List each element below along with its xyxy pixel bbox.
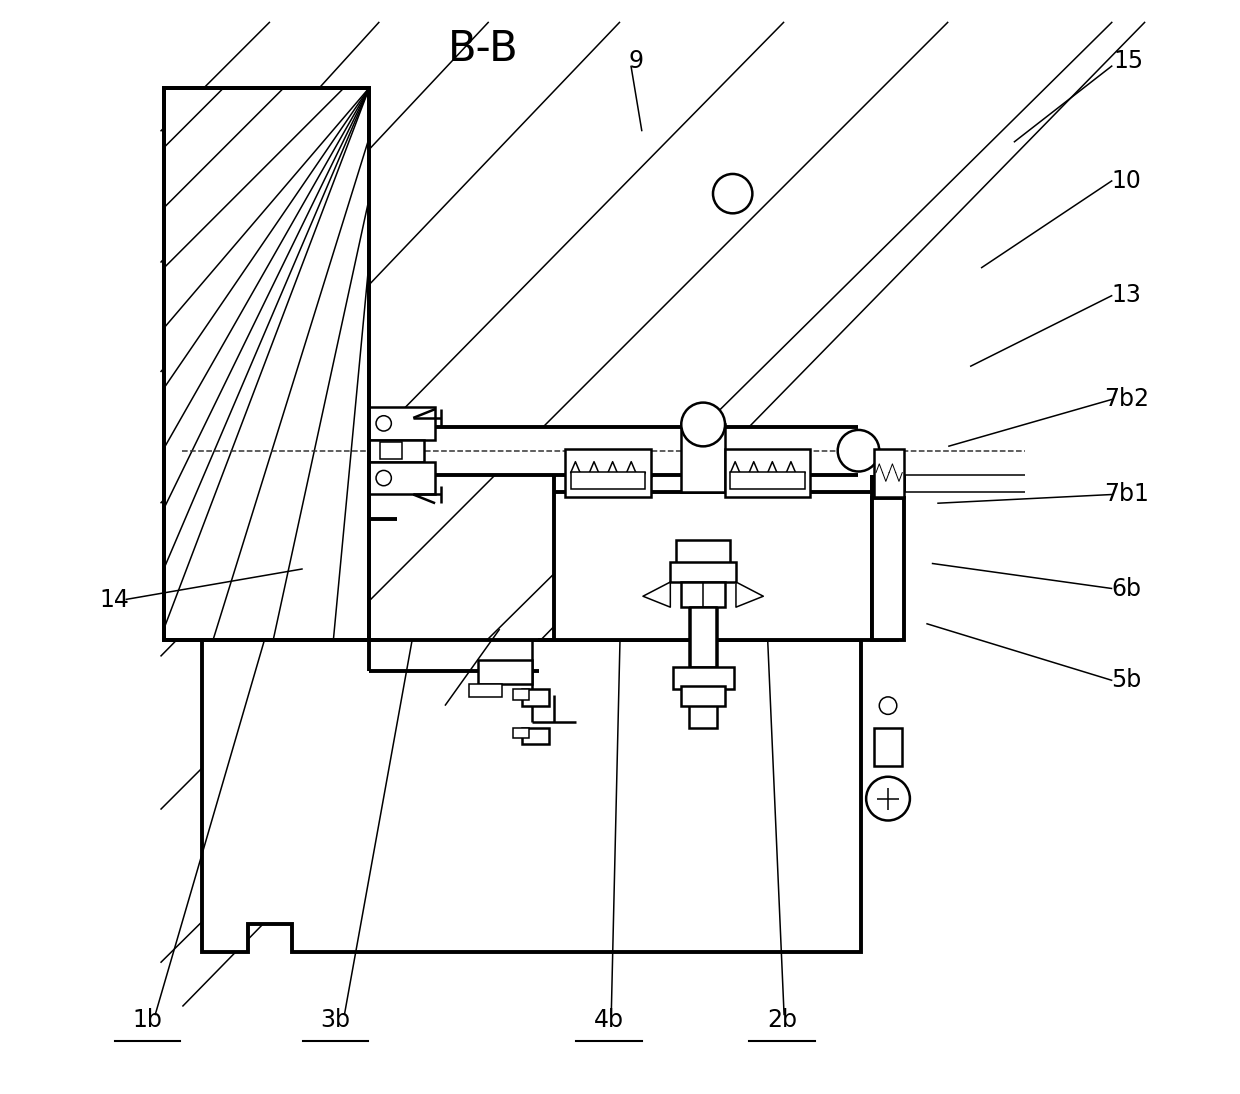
Bar xyxy=(554,492,872,640)
Circle shape xyxy=(376,470,392,486)
Bar xyxy=(370,427,858,475)
Circle shape xyxy=(376,416,392,431)
Bar xyxy=(370,462,435,494)
Bar xyxy=(689,607,717,667)
Text: 7b2: 7b2 xyxy=(1104,387,1149,411)
Circle shape xyxy=(838,430,879,472)
Bar xyxy=(381,442,402,459)
Bar xyxy=(730,472,805,489)
Text: 2b: 2b xyxy=(766,1008,797,1032)
Bar xyxy=(522,728,549,744)
Bar xyxy=(689,558,718,728)
Text: 13: 13 xyxy=(1111,283,1142,307)
Bar xyxy=(164,88,370,640)
Bar xyxy=(570,472,645,489)
Bar xyxy=(513,728,529,738)
Text: 9: 9 xyxy=(629,49,644,73)
Text: 14: 14 xyxy=(99,587,129,612)
Text: 15: 15 xyxy=(1114,49,1143,73)
Bar xyxy=(164,88,370,640)
Bar xyxy=(725,449,811,497)
Polygon shape xyxy=(737,582,764,607)
Bar xyxy=(672,667,734,689)
Circle shape xyxy=(879,697,897,714)
Bar xyxy=(681,582,725,607)
Polygon shape xyxy=(202,640,861,952)
Bar xyxy=(671,562,737,582)
Bar xyxy=(370,440,424,462)
Bar xyxy=(681,424,725,492)
Text: 6b: 6b xyxy=(1111,577,1142,601)
Text: 10: 10 xyxy=(1111,168,1142,193)
Bar xyxy=(874,728,903,766)
Text: 5b: 5b xyxy=(1111,668,1142,693)
Bar xyxy=(370,407,435,440)
Text: 4b: 4b xyxy=(594,1008,624,1032)
Bar xyxy=(565,449,651,497)
Bar xyxy=(477,660,532,684)
Bar xyxy=(681,686,725,706)
Bar xyxy=(872,498,904,640)
Bar xyxy=(513,689,529,700)
Text: B-B: B-B xyxy=(448,28,518,70)
Bar xyxy=(676,540,730,571)
Bar xyxy=(874,449,904,497)
Bar xyxy=(469,684,502,697)
Circle shape xyxy=(681,403,725,446)
Text: 3b: 3b xyxy=(321,1008,351,1032)
Circle shape xyxy=(713,174,753,213)
Text: 1b: 1b xyxy=(133,1008,162,1032)
Circle shape xyxy=(867,777,910,820)
Bar xyxy=(522,689,549,706)
Text: 7b1: 7b1 xyxy=(1104,482,1149,507)
Polygon shape xyxy=(644,582,671,607)
